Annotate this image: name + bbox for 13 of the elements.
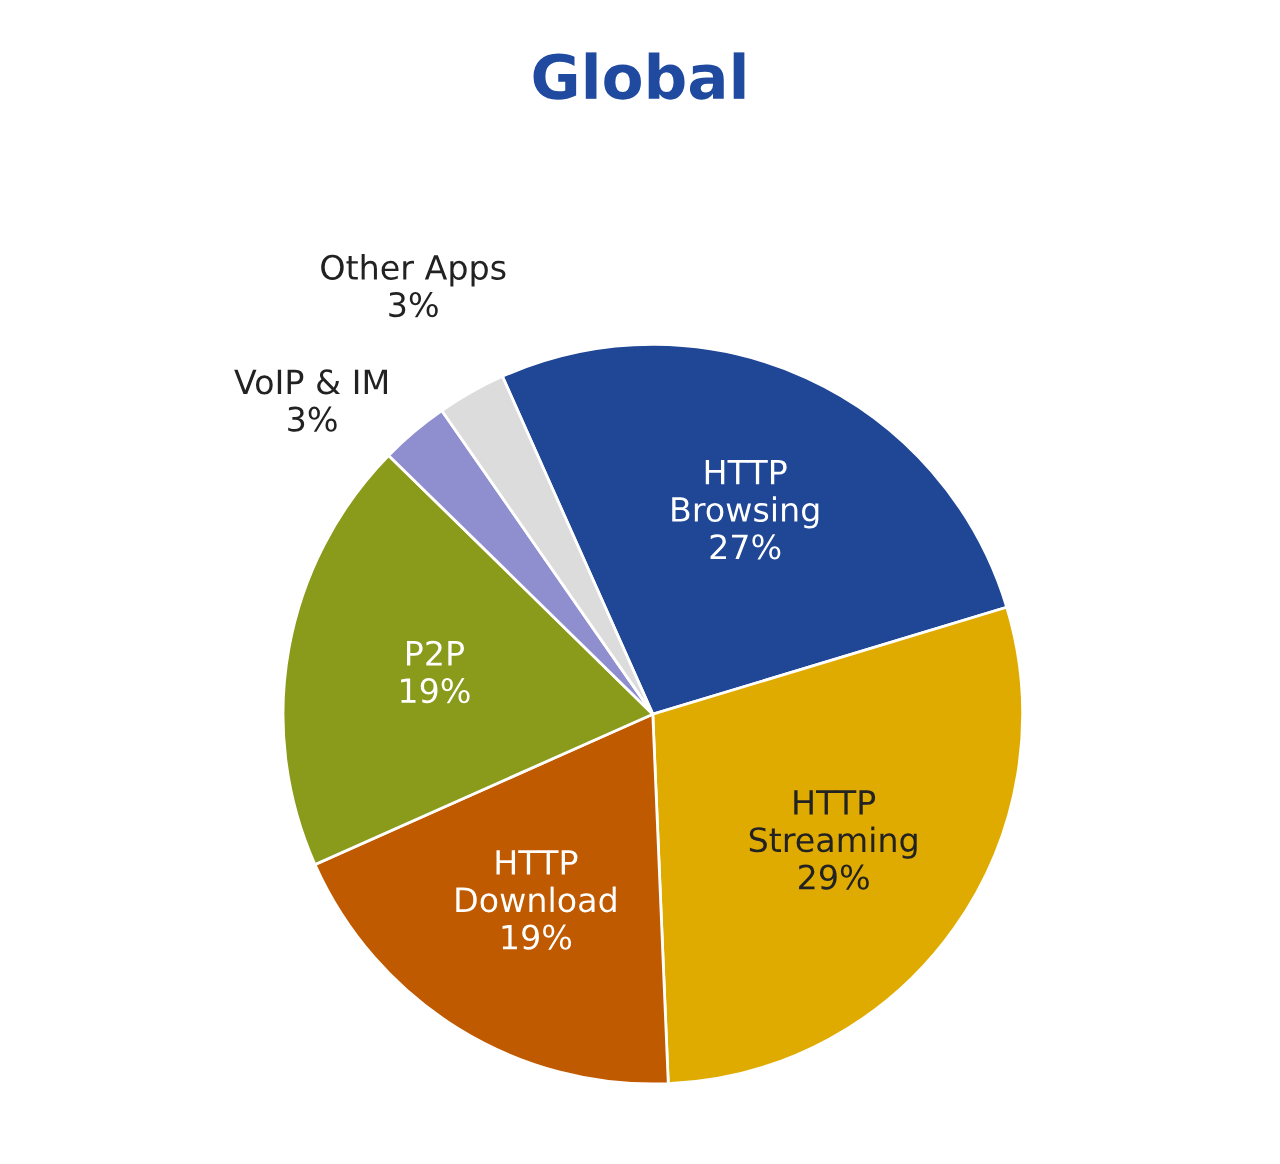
slice-label: HTTP Browsing xyxy=(672,460,819,529)
slice-label: HTTP Download xyxy=(456,850,616,913)
data-label: 19% xyxy=(401,677,470,704)
slice-label: VoIP & IM xyxy=(234,369,387,395)
chart-title: Global xyxy=(533,52,745,100)
slice-label: Other Apps xyxy=(321,254,506,287)
data-label: 19% xyxy=(502,924,572,950)
slice-label: P2P xyxy=(407,640,465,666)
data-label: 29% xyxy=(799,864,869,890)
slice-label: HTTP Streaming xyxy=(749,790,917,859)
data-label: 3% xyxy=(389,292,438,318)
data-label: 3% xyxy=(288,406,337,432)
data-label: 27% xyxy=(710,534,781,560)
